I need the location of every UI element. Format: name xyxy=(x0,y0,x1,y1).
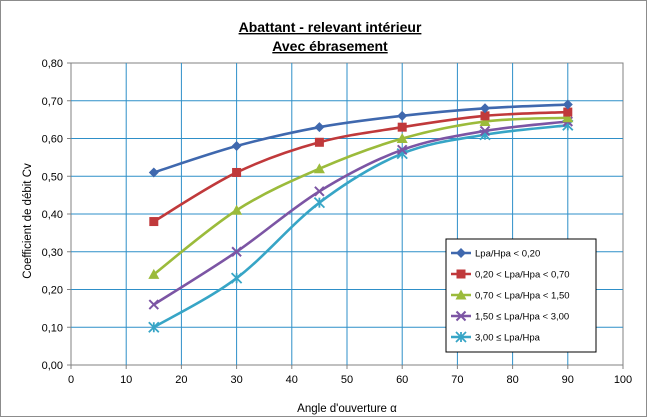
data-point xyxy=(396,144,408,156)
legend-marker xyxy=(456,269,466,279)
series-2 xyxy=(149,107,573,227)
data-point xyxy=(314,137,324,147)
data-point xyxy=(479,125,491,137)
data-point xyxy=(562,99,573,110)
y-tick-label: 0,70 xyxy=(42,96,63,108)
y-tick-label: 0,40 xyxy=(42,209,63,221)
x-tick-label: 40 xyxy=(286,374,298,386)
series-3 xyxy=(148,112,574,279)
x-tick-label: 60 xyxy=(396,374,408,386)
legend-label: 1,50 ≤ Lpa/Hpa < 3,00 xyxy=(475,312,569,323)
legend-label: 3,00 ≤ Lpa/Hpa xyxy=(475,333,541,344)
legend-marker xyxy=(455,310,467,322)
data-point xyxy=(148,299,160,310)
data-point xyxy=(397,110,408,121)
series-group xyxy=(148,99,574,333)
x-tick-label: 20 xyxy=(175,374,187,386)
series-line xyxy=(153,123,568,329)
legend-label: 0,20 < Lpa/Hpa < 0,70 xyxy=(475,270,570,281)
data-point-stroke xyxy=(314,186,325,197)
data-point-stroke xyxy=(148,299,160,310)
data-point xyxy=(148,268,160,279)
data-point-stroke xyxy=(479,125,491,137)
legend-label: Lpa/Hpa < 0,20 xyxy=(475,249,540,260)
y-axis-title: Coefficient de débit Cv xyxy=(22,163,34,279)
chart-subtitle: Avec ébrasement xyxy=(272,38,388,54)
x-tick-label: 70 xyxy=(451,374,463,386)
legend-item: 0,20 < Lpa/Hpa < 0,70 xyxy=(451,269,570,281)
series-line xyxy=(153,120,568,306)
axes: 0 10 20 30 40 50 60 70 80 90 100 0,00 0,10 0,20 0,30 0,… xyxy=(42,58,633,386)
x-tick-label: 90 xyxy=(562,374,574,386)
x-tick-label: 30 xyxy=(230,374,242,386)
chart-title: Abattant - relevant intérieur xyxy=(239,19,422,35)
x-tick-label: 10 xyxy=(120,374,132,386)
legend-item: 0,70 < Lpa/Hpa < 1,50 xyxy=(451,289,570,302)
legend: Lpa/Hpa < 0,20 0,20 < Lpa/Hpa < 0,70 0,70 … xyxy=(445,238,597,353)
y-tick-label: 0,20 xyxy=(42,285,63,297)
data-point xyxy=(313,163,325,174)
legend-item: Lpa/Hpa < 0,20 xyxy=(451,248,540,260)
data-point xyxy=(314,122,325,133)
x-tick-label: 80 xyxy=(506,374,518,386)
data-point-stroke xyxy=(396,144,408,156)
data-point xyxy=(396,133,408,143)
data-point xyxy=(232,167,242,177)
data-point xyxy=(480,103,490,114)
data-point xyxy=(397,122,407,132)
x-tick-label: 50 xyxy=(341,374,353,386)
y-tick-label: 0,10 xyxy=(42,322,63,334)
data-point xyxy=(148,167,159,178)
legend-marker-stroke xyxy=(455,310,467,322)
x-tick-label: 0 xyxy=(68,374,74,386)
data-point xyxy=(314,186,325,197)
legend-marker xyxy=(455,289,467,300)
series-line xyxy=(153,116,568,276)
legend-marker xyxy=(455,331,467,343)
data-point xyxy=(149,217,159,227)
legend-item: 1,50 ≤ Lpa/Hpa < 3,00 xyxy=(451,310,569,323)
legend-label: 0,70 < Lpa/Hpa < 1,50 xyxy=(475,291,570,302)
series-1 xyxy=(148,99,573,178)
legend-marker xyxy=(456,248,466,258)
data-point xyxy=(230,272,243,284)
data-point xyxy=(562,112,574,123)
data-point xyxy=(231,204,243,215)
series-line xyxy=(153,110,568,223)
legend-item: 3,00 ≤ Lpa/Hpa xyxy=(451,331,541,344)
data-point xyxy=(148,321,160,333)
data-point-stroke xyxy=(231,246,242,257)
y-tick-label: 0,60 xyxy=(42,134,63,146)
x-tick-label: 100 xyxy=(614,374,632,386)
data-point xyxy=(231,246,242,257)
data-point xyxy=(313,197,326,209)
data-point xyxy=(231,141,242,152)
y-tick-label: 0,50 xyxy=(42,171,63,183)
y-tick-label: 0,80 xyxy=(42,58,63,70)
y-tick-label: 0,00 xyxy=(42,360,63,372)
data-point xyxy=(479,116,491,127)
data-point xyxy=(480,111,490,121)
x-axis-title: Angle d'ouverture α xyxy=(297,403,397,415)
data-point xyxy=(563,107,573,117)
series-line xyxy=(153,103,568,174)
y-tick-label: 0,30 xyxy=(42,247,63,259)
